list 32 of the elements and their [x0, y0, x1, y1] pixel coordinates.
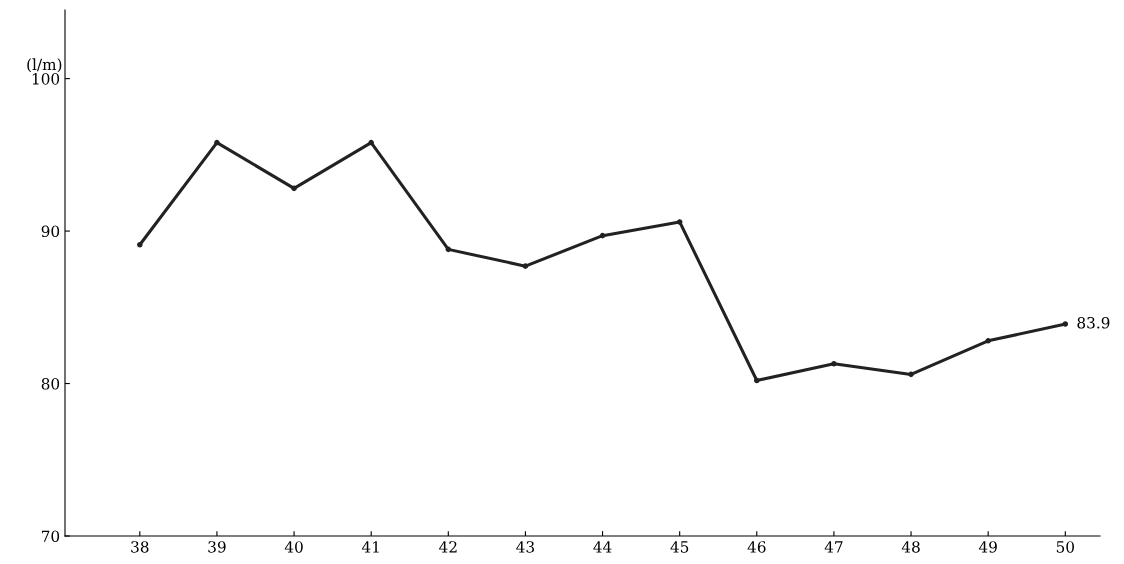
x-tick-label: 38: [131, 541, 149, 553]
x-tick-label: 50: [1056, 541, 1074, 553]
y-tick-label: 100: [32, 73, 60, 85]
data-label: 83.9: [1077, 316, 1110, 329]
point: [599, 232, 606, 239]
point: [137, 242, 143, 248]
point: [754, 377, 760, 384]
x-tick-label: 42: [439, 541, 457, 553]
point: [831, 360, 837, 367]
y-tick-label: 80: [41, 378, 60, 390]
x-tick-label: 41: [361, 541, 379, 553]
point: [1062, 321, 1069, 327]
x-tick-label: 39: [208, 541, 226, 553]
x-tick-label: 40: [284, 541, 303, 553]
x-tick-label: 48: [901, 541, 920, 553]
point: [522, 263, 529, 269]
x-tick-label: 47: [824, 541, 843, 553]
point: [908, 371, 914, 378]
x-tick-label: 45: [670, 541, 689, 553]
x-tick-label: 46: [747, 541, 766, 553]
y-tick-label: 70: [41, 530, 60, 543]
x-tick-label: 44: [593, 541, 612, 553]
x-tick-label: 43: [516, 541, 535, 553]
x-tick-label: 49: [978, 541, 997, 553]
point: [214, 139, 220, 146]
point: [445, 246, 452, 253]
point: [985, 338, 991, 344]
point: [676, 219, 683, 225]
y-axis-title: (l/m): [27, 58, 62, 73]
y-tick-label: 90: [41, 225, 60, 238]
point: [368, 139, 374, 146]
point: [291, 185, 297, 192]
